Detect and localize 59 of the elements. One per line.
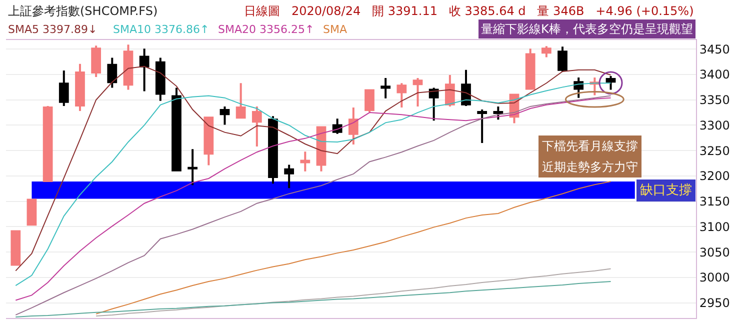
candlestick xyxy=(236,82,246,120)
candlestick xyxy=(574,76,584,99)
y-tick-label: 3100 xyxy=(699,220,730,234)
y-tick-label: 3300 xyxy=(699,118,730,132)
band-label: 缺口支撐 xyxy=(640,183,692,198)
y-tick-label: 3150 xyxy=(699,194,730,209)
candlestick xyxy=(332,118,342,135)
candlestick xyxy=(123,44,134,91)
candlestick xyxy=(380,77,391,100)
y-tick-label: 3450 xyxy=(699,42,730,56)
text: SMA20 3356.25↑ xyxy=(218,23,314,36)
candlestick xyxy=(493,105,504,121)
candlestick xyxy=(220,105,230,126)
candlestick xyxy=(444,74,455,108)
text: 量縮下影線K棒，代表多空仍是呈現觀望 xyxy=(481,22,693,36)
y-tick-label: 3400 xyxy=(699,68,730,82)
candlestick xyxy=(606,75,616,91)
candlestick xyxy=(558,46,568,72)
candlestick xyxy=(252,105,262,148)
line-series xyxy=(15,280,612,318)
chart-title: 上証參考指數(SHCOMP.FS) xyxy=(8,4,158,18)
line-series xyxy=(96,268,612,316)
y-tick-label: 3050 xyxy=(699,245,730,260)
annotation: 下檔先看月線支撐 xyxy=(542,139,638,153)
candlestick xyxy=(284,164,294,190)
candlestick xyxy=(300,150,310,172)
text: SMA5 3397.89↓ xyxy=(8,23,98,36)
line-series xyxy=(96,181,612,314)
candlestick xyxy=(155,56,166,102)
candlestick xyxy=(477,108,488,144)
candlestick xyxy=(10,230,21,266)
candlestick xyxy=(188,148,198,186)
annotation: 近期走勢多方力守 xyxy=(542,160,638,174)
text: SMA xyxy=(323,23,348,36)
candlestick xyxy=(172,86,182,172)
candlestick xyxy=(26,198,37,226)
candlestick xyxy=(107,56,118,89)
candlestick xyxy=(428,86,439,122)
candlestick xyxy=(58,69,69,107)
y-tick-label: 3350 xyxy=(699,93,730,108)
candlestick xyxy=(42,104,53,183)
candlestick xyxy=(139,48,150,92)
y-tick-label: 2950 xyxy=(699,296,730,310)
candlestick xyxy=(91,44,102,78)
candlestick xyxy=(461,68,471,107)
candlestick xyxy=(348,106,358,146)
candlestick xyxy=(412,77,423,108)
y-tick-label: 3200 xyxy=(699,169,730,184)
y-tick-label: 3250 xyxy=(699,144,730,158)
text: SMA10 3376.86↑ xyxy=(113,23,210,36)
y-tick-label: 3000 xyxy=(699,270,730,285)
candlestick xyxy=(204,116,214,166)
candlestick xyxy=(364,88,374,114)
candlestick xyxy=(75,62,85,112)
candlestick xyxy=(525,48,536,91)
candlestick xyxy=(396,82,407,108)
candlestick xyxy=(541,45,552,58)
candlestick xyxy=(268,115,278,185)
chart-subtitle: 日線圖 2020/08/24 開 3391.11 收 3385.64 d 量 346B +4.96 (+0.15%) xyxy=(244,4,694,18)
